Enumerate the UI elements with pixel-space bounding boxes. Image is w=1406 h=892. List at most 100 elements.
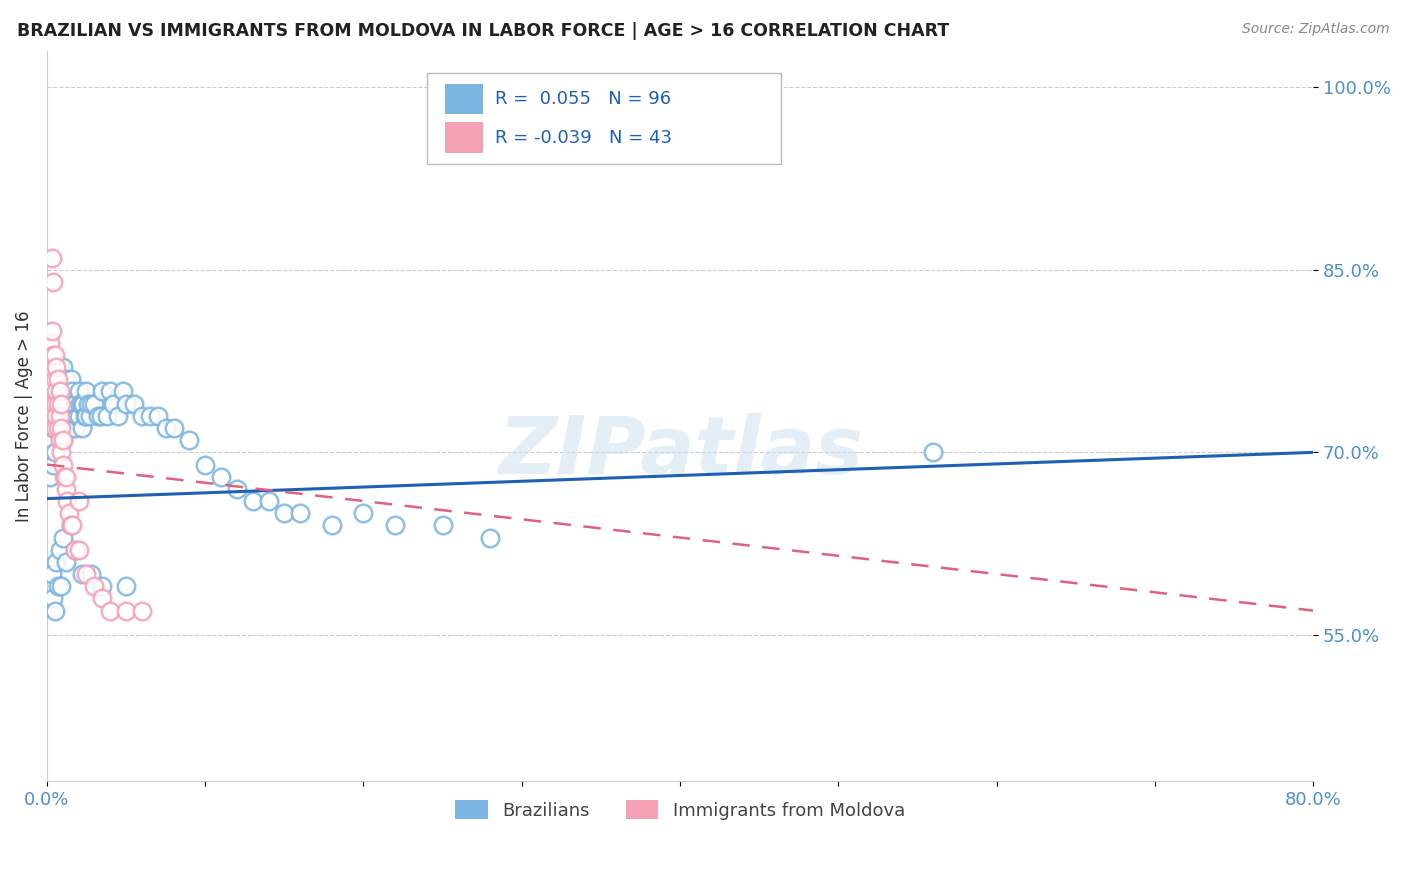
Point — [90, 409, 112, 423]
Point — [62, 397, 84, 411]
Point — [384, 518, 406, 533]
Point — [56, 409, 79, 423]
Point — [58, 506, 80, 520]
Point — [96, 409, 118, 423]
Point — [115, 397, 138, 411]
Point — [65, 397, 87, 411]
Point — [48, 433, 70, 447]
Point — [45, 409, 67, 423]
Point — [42, 275, 65, 289]
Point — [86, 409, 108, 423]
Point — [46, 372, 69, 386]
Point — [115, 579, 138, 593]
Point — [60, 409, 83, 423]
Point — [52, 433, 75, 447]
Point — [59, 421, 82, 435]
Point — [53, 397, 76, 411]
Point — [91, 384, 114, 399]
Point — [46, 421, 69, 435]
Point — [70, 397, 93, 411]
Text: R =  0.055   N = 96: R = 0.055 N = 96 — [495, 90, 671, 108]
Point — [46, 372, 69, 386]
Point — [98, 384, 121, 399]
Point — [45, 360, 67, 375]
Point — [48, 542, 70, 557]
Point — [55, 397, 77, 411]
Point — [52, 360, 75, 375]
Point — [922, 445, 945, 459]
Point — [321, 518, 343, 533]
Point — [432, 518, 454, 533]
Point — [65, 542, 87, 557]
Point — [70, 567, 93, 582]
Point — [98, 604, 121, 618]
Point — [70, 421, 93, 435]
Legend: Brazilians, Immigrants from Moldova: Brazilians, Immigrants from Moldova — [449, 793, 912, 827]
Point — [80, 397, 103, 411]
Point — [39, 372, 62, 386]
Point — [353, 506, 375, 520]
Point — [146, 409, 169, 423]
Point — [115, 604, 138, 618]
Point — [58, 384, 80, 399]
Point — [45, 409, 67, 423]
Point — [44, 604, 66, 618]
Point — [155, 421, 177, 435]
Point — [42, 409, 65, 423]
Point — [55, 555, 77, 569]
Point — [45, 384, 67, 399]
Point — [67, 494, 90, 508]
Point — [49, 421, 72, 435]
Point — [44, 397, 66, 411]
Point — [41, 324, 63, 338]
Point — [131, 409, 153, 423]
Point — [45, 384, 67, 399]
Point — [44, 372, 66, 386]
Point — [59, 518, 82, 533]
Text: Source: ZipAtlas.com: Source: ZipAtlas.com — [1241, 22, 1389, 37]
Text: ZIPatlas: ZIPatlas — [498, 413, 863, 491]
Point — [58, 409, 80, 423]
Point — [42, 348, 65, 362]
Point — [52, 433, 75, 447]
Point — [56, 384, 79, 399]
Point — [65, 421, 87, 435]
Point — [225, 482, 247, 496]
Point — [479, 531, 502, 545]
Point — [49, 397, 72, 411]
Point — [41, 251, 63, 265]
Point — [56, 494, 79, 508]
Point — [48, 360, 70, 375]
Point — [91, 579, 114, 593]
Point — [75, 409, 97, 423]
Point — [49, 445, 72, 459]
Point — [131, 604, 153, 618]
Point — [103, 397, 125, 411]
Point — [46, 421, 69, 435]
Point — [52, 409, 75, 423]
Point — [288, 506, 311, 520]
Point — [41, 567, 63, 582]
Point — [49, 397, 72, 411]
Point — [42, 378, 65, 392]
Point — [45, 555, 67, 569]
Point — [72, 397, 94, 411]
Point — [44, 421, 66, 435]
Point — [41, 433, 63, 447]
Point — [42, 458, 65, 472]
Point — [46, 397, 69, 411]
Point — [83, 579, 105, 593]
FancyBboxPatch shape — [427, 72, 782, 164]
Point — [48, 384, 70, 399]
Point — [67, 409, 90, 423]
Point — [67, 542, 90, 557]
Point — [80, 567, 103, 582]
Point — [53, 372, 76, 386]
Point — [49, 579, 72, 593]
Point — [111, 384, 134, 399]
Point — [60, 384, 83, 399]
Point — [42, 591, 65, 606]
Point — [91, 591, 114, 606]
Point — [139, 409, 162, 423]
Point — [46, 579, 69, 593]
